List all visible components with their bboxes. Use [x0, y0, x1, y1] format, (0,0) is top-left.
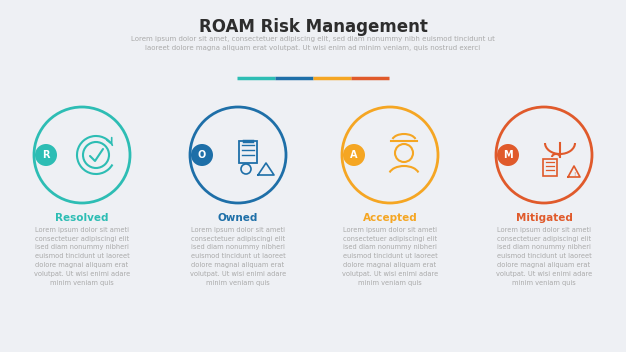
Text: R: R	[42, 150, 49, 160]
Text: Accepted: Accepted	[362, 213, 418, 223]
Text: ROAM Risk Management: ROAM Risk Management	[198, 18, 428, 36]
Text: Lorem ipsum dolor sit amet, consectetuer adipiscing elit, sed diam nonummy nibh : Lorem ipsum dolor sit amet, consectetuer…	[131, 36, 495, 51]
Text: M: M	[503, 150, 513, 160]
Text: Lorem ipsum dolor sit ameti
consectetuer adipiscingi elit
ised diam nonummy nibh: Lorem ipsum dolor sit ameti consectetuer…	[496, 227, 592, 285]
Circle shape	[497, 144, 519, 166]
Text: A: A	[351, 150, 357, 160]
Text: O: O	[198, 150, 206, 160]
Text: Lorem ipsum dolor sit ameti
consectetuer adipiscingi elit
ised diam nonummy nibh: Lorem ipsum dolor sit ameti consectetuer…	[342, 227, 438, 285]
Circle shape	[35, 144, 57, 166]
Text: Mitigated: Mitigated	[516, 213, 572, 223]
Circle shape	[343, 144, 365, 166]
Text: !: !	[573, 171, 575, 176]
Text: Resolved: Resolved	[55, 213, 109, 223]
Text: Owned: Owned	[218, 213, 258, 223]
Text: Lorem ipsum dolor sit ameti
consectetuer adipiscingi elit
ised diam nonummy nibh: Lorem ipsum dolor sit ameti consectetuer…	[34, 227, 130, 285]
Circle shape	[191, 144, 213, 166]
Text: Lorem ipsum dolor sit ameti
consectetuer adipiscingi elit
ised diam nonummy nibh: Lorem ipsum dolor sit ameti consectetuer…	[190, 227, 286, 285]
